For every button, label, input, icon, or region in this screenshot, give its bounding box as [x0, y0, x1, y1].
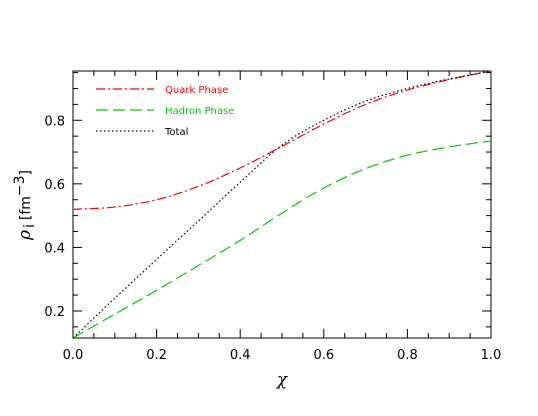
series-line-quark-phase: [72, 70, 492, 210]
x-tick-label: 0.4: [230, 348, 251, 363]
ticks: [72, 71, 492, 338]
y-axis-subscript: i: [22, 224, 38, 228]
svg-text:ρi[fm−3]: ρi [fm−3]: [12, 170, 38, 241]
tick-labels: 0.0 0.2 0.4 0.6 0.8 1.0 0.2 0.4 0.6 0.8: [44, 114, 501, 363]
legend-label: Quark Phase: [165, 85, 228, 96]
x-tick-label: 0.0: [63, 348, 84, 363]
y-tick-label: 0.4: [44, 241, 65, 256]
plot-frame: [72, 70, 492, 339]
y-axis-unit-close: ]: [18, 170, 34, 175]
y-axis-symbol: ρ: [15, 230, 35, 241]
x-tick-label: 1.0: [481, 348, 502, 363]
y-axis-unit-open: [fm: [18, 196, 34, 220]
series-line-total: [72, 70, 492, 339]
legend: Quark Phase Hadron Phase Total: [96, 85, 234, 138]
legend-label: Hadron Phase: [165, 106, 234, 117]
x-tick-label: 0.2: [146, 348, 167, 363]
y-tick-label: 0.6: [44, 178, 65, 193]
y-tick-label: 0.8: [44, 114, 65, 129]
y-axis-title: ρi [fm−3]: [12, 170, 38, 241]
series-lines: [72, 70, 492, 339]
y-axis-unit-exp: −3: [12, 175, 28, 196]
legend-label: Total: [164, 127, 188, 138]
x-tick-label: 0.8: [397, 348, 418, 363]
x-axis-title: χ: [276, 370, 289, 390]
series-line-hadron-phase: [72, 140, 492, 339]
x-tick-label: 0.6: [313, 348, 334, 363]
y-tick-label: 0.2: [44, 305, 65, 320]
